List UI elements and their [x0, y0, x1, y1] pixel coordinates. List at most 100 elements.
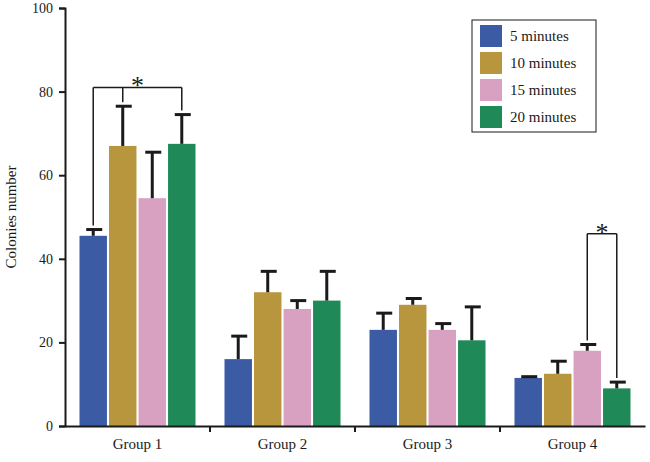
error-cap	[175, 113, 191, 116]
tick-label: Group 2	[258, 436, 308, 452]
error-bar	[237, 336, 240, 359]
error-bar	[470, 307, 473, 340]
series	[168, 115, 630, 426]
bar	[313, 301, 340, 426]
tick-mark	[59, 8, 65, 10]
series	[139, 152, 601, 426]
bar	[429, 330, 456, 426]
tick-label: 40	[39, 252, 53, 267]
bar	[544, 374, 571, 426]
tick-label: 100	[32, 1, 53, 16]
error-cap	[580, 343, 596, 346]
tick: 100	[32, 1, 65, 16]
chart: **020406080100Group 1Group 2Group 3Group…	[0, 0, 650, 462]
bar	[458, 340, 485, 426]
error-bar	[382, 313, 385, 330]
error-cap	[551, 360, 567, 363]
bracket-leg	[92, 87, 94, 225]
bar	[603, 388, 630, 426]
bracket-leg	[122, 87, 124, 102]
tick-label: 0	[46, 419, 53, 434]
error-bar	[151, 152, 154, 198]
bar	[139, 198, 166, 426]
error-bar	[325, 271, 328, 300]
group-separator	[499, 426, 501, 432]
bar	[109, 146, 136, 426]
bracket-leg	[616, 234, 618, 378]
tick: 0	[46, 419, 65, 434]
tick-mark	[59, 91, 65, 93]
tick-label: Group 1	[113, 436, 163, 452]
legend-item: 5 minutes	[480, 25, 569, 47]
tick: Group 2	[258, 426, 308, 452]
tick: Group 4	[548, 426, 598, 452]
bracket-leg	[181, 87, 183, 110]
tick-label: 80	[39, 85, 53, 100]
tick-mark	[59, 426, 65, 428]
legend-label: 20 minutes	[510, 109, 576, 125]
tick: 60	[39, 168, 65, 183]
tick: 40	[39, 252, 65, 267]
tick-mark	[59, 342, 65, 344]
bar	[80, 236, 107, 426]
tick-mark	[59, 258, 65, 260]
legend-swatch	[480, 25, 502, 47]
error-bar	[180, 115, 183, 144]
legend-item: 15 minutes	[480, 79, 576, 101]
error-cap	[261, 270, 277, 273]
error-cap	[521, 375, 537, 378]
tick-label: Group 4	[548, 436, 598, 452]
error-cap	[145, 151, 161, 154]
tick-label: 60	[39, 168, 53, 183]
significance-bracket	[587, 234, 617, 378]
error-cap	[435, 322, 451, 325]
error-cap	[116, 105, 132, 108]
error-cap	[465, 305, 481, 308]
tick-mark	[59, 175, 65, 177]
tick-label: Group 3	[403, 436, 453, 452]
series	[109, 106, 571, 426]
bar	[399, 305, 426, 426]
error-bar	[121, 106, 124, 146]
tick: Group 3	[403, 426, 453, 452]
x-axis: Group 1 Group 2 Group 3 Group 4	[66, 426, 646, 452]
legend-label: 5 minutes	[510, 28, 569, 44]
legend-swatch	[480, 79, 502, 101]
legend-swatch	[480, 106, 502, 128]
legend-swatch	[480, 52, 502, 74]
legend-item: 20 minutes	[480, 106, 576, 128]
error-cap	[376, 312, 392, 315]
bracket-leg	[587, 234, 589, 341]
error-bar	[266, 271, 269, 292]
error-cap	[231, 335, 247, 338]
error-bar	[556, 361, 559, 374]
bar	[225, 359, 252, 426]
tick: 20	[39, 335, 65, 350]
legend-item: 10 minutes	[480, 52, 576, 74]
plot-area	[80, 87, 631, 426]
bar	[574, 351, 601, 426]
tick: 80	[39, 85, 65, 100]
error-cap	[290, 299, 306, 302]
y-axis: 0 20 40 60 80 100	[32, 1, 66, 434]
significance-star: *	[131, 71, 144, 100]
y-axis-title: Colonies number	[3, 166, 19, 269]
axis-line	[59, 9, 66, 427]
tick-label: 20	[39, 335, 53, 350]
legend: 5 minutes 10 minutes 15 minutes 20 minutes	[472, 20, 596, 132]
error-cap	[406, 297, 422, 300]
significance-bracket	[93, 87, 182, 225]
bar	[370, 330, 397, 426]
error-cap	[610, 381, 626, 384]
tick: Group 1	[113, 426, 163, 452]
error-cap	[86, 228, 102, 231]
legend-label: 15 minutes	[510, 82, 576, 98]
significance-star: *	[596, 218, 609, 247]
group-separator	[354, 426, 356, 432]
bar	[168, 144, 195, 426]
bar	[515, 378, 542, 426]
bar	[284, 309, 311, 426]
legend-frame	[472, 20, 596, 132]
legend-label: 10 minutes	[510, 55, 576, 71]
error-cap	[320, 270, 336, 273]
